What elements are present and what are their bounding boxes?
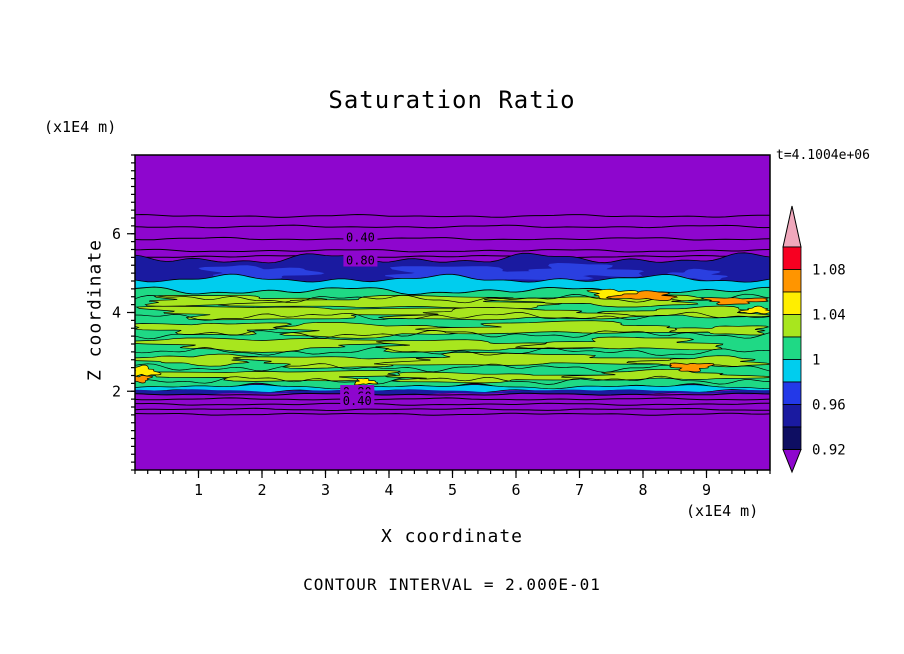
chartreuse-patch — [385, 371, 623, 384]
z-tick-label: 4 — [112, 304, 121, 322]
warm-patch — [738, 305, 770, 315]
chartreuse-patch — [275, 321, 521, 339]
chartreuse-patch — [378, 307, 668, 321]
colorbar-segment — [782, 404, 802, 428]
colorbar-segment — [782, 291, 802, 315]
warm-patch — [353, 378, 379, 386]
colorbar-label: 1 — [812, 353, 820, 369]
field-contour-line — [135, 375, 770, 385]
chartreuse-patch — [597, 305, 770, 319]
upper-contour-line — [135, 254, 770, 259]
lower-contour-line — [135, 407, 770, 412]
colorbar-segment — [782, 336, 802, 360]
upper-contour-line — [135, 213, 770, 218]
chart-title: Saturation Ratio — [328, 86, 576, 114]
field-band — [135, 389, 770, 396]
timestamp-label: t=4.1004e+06 — [776, 148, 870, 163]
chartreuse-patch — [561, 368, 770, 381]
chartreuse-patch — [135, 353, 263, 367]
field-contour-line — [135, 363, 770, 373]
x-tick-label: 2 — [257, 481, 266, 499]
colorbar-label: 0.96 — [812, 398, 846, 414]
chartreuse-patch — [668, 325, 770, 336]
colorbar-segment — [782, 246, 802, 270]
lower-contour-line — [135, 402, 770, 406]
x-axis-label: X coordinate — [380, 526, 524, 547]
x-tick-label: 8 — [638, 481, 647, 499]
contour-interval-note: CONTOUR INTERVAL = 2.000E-01 — [303, 575, 601, 594]
upper-contour-line — [135, 236, 770, 241]
x-tick-label: 7 — [575, 481, 584, 499]
upper-contour-line — [135, 224, 770, 229]
colorbar-arrow-top — [782, 205, 802, 248]
chartreuse-patch — [135, 305, 469, 321]
colorbar-segment — [782, 314, 802, 338]
chartreuse-patch — [515, 336, 724, 351]
z-tick-label: 6 — [112, 225, 121, 243]
contour-label-bg — [340, 394, 375, 408]
chartreuse-patch — [232, 356, 463, 369]
x-tick-label: 5 — [448, 481, 457, 499]
colorbar-label: 1.04 — [812, 308, 846, 324]
field-contour-line — [135, 330, 770, 340]
warm-patch — [135, 375, 154, 384]
z-axis-units: (x1E4 m) — [44, 118, 117, 136]
warm-patch — [669, 362, 715, 373]
chartreuse-patch — [135, 337, 416, 353]
colorbar-segment — [782, 269, 802, 293]
x-tick-label: 3 — [321, 481, 330, 499]
chartreuse-patch — [415, 320, 733, 335]
lower-contour-line — [135, 392, 770, 396]
upper-contour-line — [135, 248, 770, 253]
contour-label: 0.80 — [346, 254, 375, 268]
chartreuse-patch — [373, 352, 697, 366]
lower-contour-line — [135, 397, 770, 401]
contour-label-bg — [343, 230, 378, 244]
colorbar-segment — [782, 426, 802, 450]
lower-contour-line — [135, 412, 770, 416]
colorbar-segment — [782, 381, 802, 405]
axis-ticks: 1 2 3 4 5 6 7 8 9 2 4 6 — [112, 154, 771, 499]
blue-patch — [510, 263, 645, 278]
field-contour-line — [135, 311, 770, 321]
z-tick-label: 2 — [112, 382, 121, 400]
contour-label-bg — [343, 253, 378, 267]
x-axis-units: (x1E4 m) — [686, 502, 759, 520]
x-tick-label: 6 — [511, 481, 520, 499]
chartreuse-patch — [135, 370, 401, 382]
contour-label: 0.40 — [346, 231, 375, 245]
chartreuse-patch — [135, 322, 292, 336]
colorbar-arrow-bottom — [782, 449, 802, 474]
chartreuse-patch — [375, 339, 594, 353]
colorbar-label: 1.08 — [812, 263, 846, 279]
x-tick-label: 1 — [194, 481, 203, 499]
warm-patch — [605, 290, 678, 301]
colorbar-segment — [782, 359, 802, 383]
field-contour-line — [135, 346, 770, 356]
warm-patch — [700, 297, 769, 306]
contour-label: 0.40 — [343, 394, 372, 408]
plot-field: 0.400.800.800.600.40 — [135, 155, 770, 470]
warm-patch — [135, 364, 162, 377]
x-tick-label: 9 — [702, 481, 711, 499]
x-tick-label: 4 — [384, 481, 393, 499]
colorbar-label: 0.92 — [812, 443, 846, 459]
